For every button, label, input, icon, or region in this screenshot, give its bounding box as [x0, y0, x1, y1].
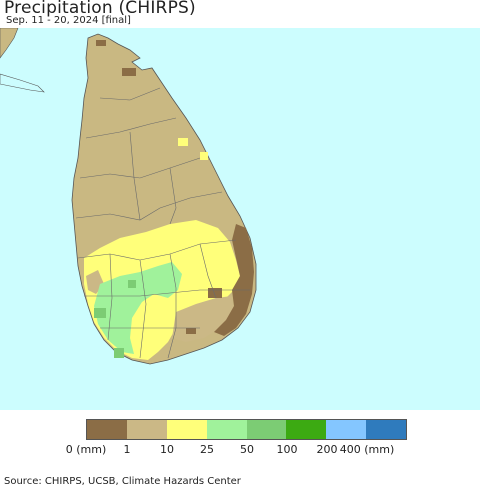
legend-swatch-5	[286, 420, 327, 439]
dry-east-coast	[214, 224, 254, 336]
legend-swatch-7	[366, 420, 406, 439]
legend-swatch-0	[87, 420, 127, 439]
legend-tick-1: 1	[123, 443, 131, 456]
map-title: Precipitation (CHIRPS)	[4, 0, 196, 18]
dry-patch-north-2	[96, 40, 106, 46]
legend-tick-5: 100	[276, 443, 298, 456]
legend-tick-7: 400 (mm)	[339, 443, 395, 456]
legend-tick-2: 10	[160, 443, 174, 456]
legend-tick-4: 50	[240, 443, 254, 456]
precip-legend-bar	[86, 419, 407, 440]
legend-swatch-4	[246, 420, 287, 439]
district-borders	[75, 87, 250, 359]
india-coast-small	[0, 73, 45, 93]
legend-swatch-6	[326, 420, 367, 439]
zone-10-25mm-north	[178, 138, 188, 146]
source-credit: Source: CHIRPS, UCSB, Climate Hazards Ce…	[4, 476, 241, 487]
zone-50-100mm-1	[94, 308, 106, 318]
legend-tick-3: 25	[200, 443, 214, 456]
map-subtitle: Sep. 11 - 20, 2024 [final]	[6, 15, 131, 26]
dry-patch-east	[208, 288, 222, 298]
legend-tick-6: 200	[316, 443, 338, 456]
dry-patch-south	[186, 328, 196, 334]
legend-swatch-1	[126, 420, 167, 439]
zone-50-100mm-3	[128, 280, 136, 288]
precipitation-map	[0, 28, 480, 410]
legend-swatch-2	[166, 420, 207, 439]
zone-50-100mm-2	[114, 348, 124, 358]
dry-patch-north	[122, 68, 136, 76]
zone-10-25mm-north-2	[200, 152, 208, 160]
legend-tick-0: 0 (mm)	[65, 443, 107, 456]
legend-swatch-3	[206, 420, 247, 439]
india-coast	[0, 28, 19, 59]
zone-25-50mm	[94, 262, 182, 354]
legend-tick-labels: 0 (mm) 1 10 25 50 100 200 400 (mm)	[0, 443, 480, 457]
